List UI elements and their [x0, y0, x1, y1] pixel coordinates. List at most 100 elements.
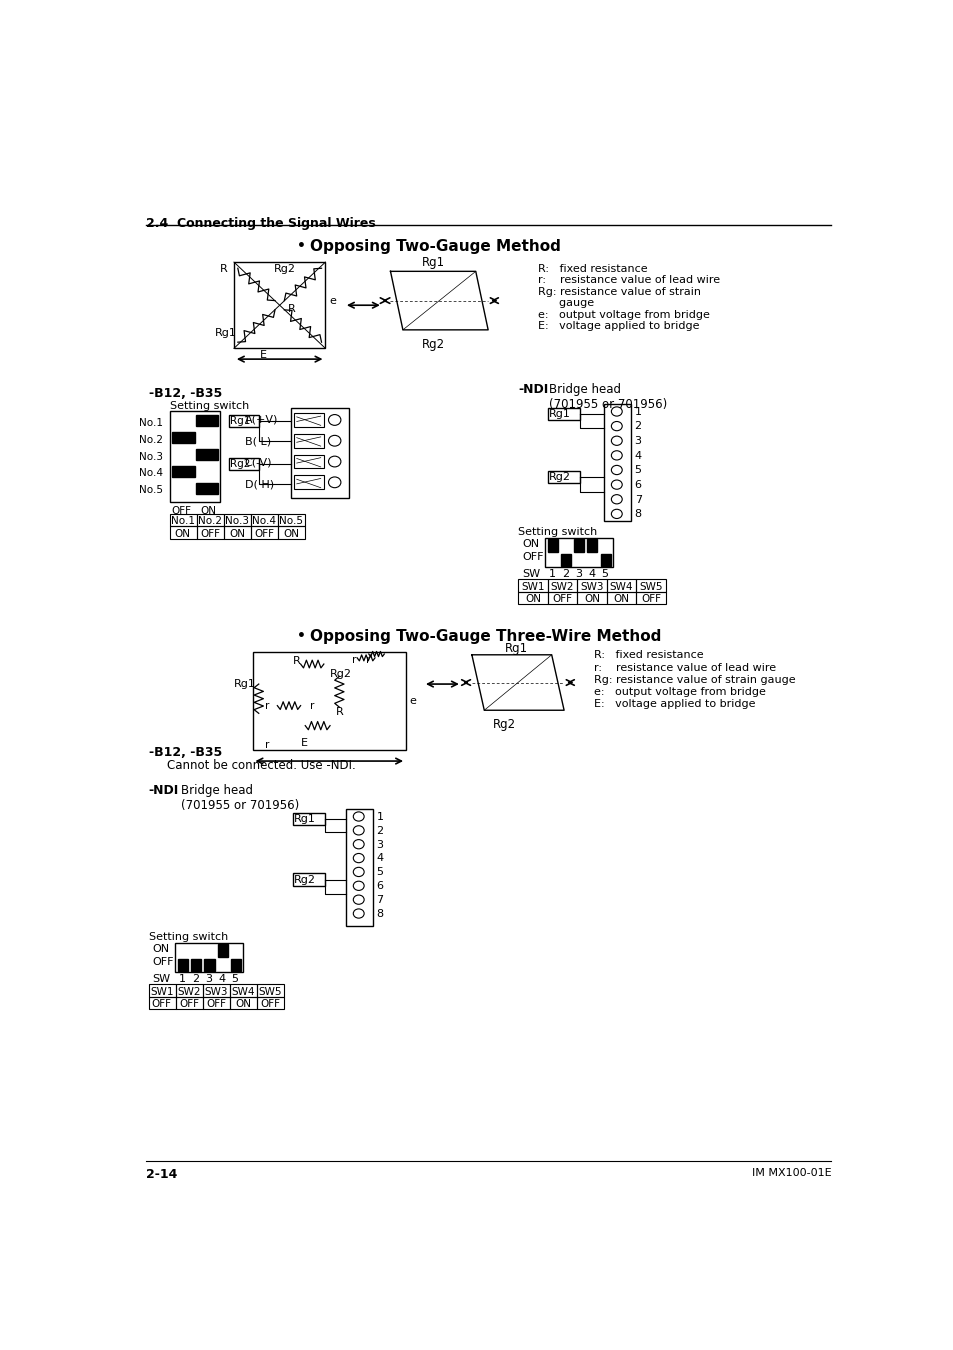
Text: Bridge head
(701955 or 701956): Bridge head (701955 or 701956) — [549, 383, 667, 410]
Bar — [294, 413, 323, 427]
Bar — [231, 958, 241, 971]
Bar — [278, 526, 305, 539]
Text: OFF: OFF — [152, 957, 173, 968]
Text: 2-14: 2-14 — [146, 1168, 177, 1181]
Text: No.5: No.5 — [138, 486, 162, 495]
Text: 5: 5 — [600, 568, 608, 579]
Bar — [574, 539, 583, 552]
Text: R: R — [335, 707, 344, 717]
Text: SW: SW — [521, 568, 539, 579]
Bar — [170, 412, 220, 502]
Text: OFF: OFF — [260, 999, 280, 1008]
Bar — [192, 958, 201, 971]
Bar — [636, 579, 665, 591]
Bar — [294, 455, 323, 468]
Text: 1: 1 — [376, 811, 383, 822]
Text: gauge: gauge — [537, 298, 594, 308]
Bar — [203, 984, 230, 996]
Bar — [294, 475, 323, 489]
Bar — [217, 944, 228, 957]
Text: 5: 5 — [376, 867, 383, 878]
Text: ON: ON — [583, 594, 599, 603]
Text: 3: 3 — [634, 436, 641, 446]
Text: Rg2: Rg2 — [548, 472, 570, 482]
Text: No.2: No.2 — [138, 435, 162, 444]
Text: OFF: OFF — [179, 999, 199, 1008]
Bar — [577, 579, 606, 591]
Bar — [203, 996, 230, 1008]
Text: SW1: SW1 — [520, 582, 544, 591]
Bar — [196, 526, 224, 539]
Text: OFF: OFF — [200, 528, 220, 539]
Bar — [204, 958, 214, 971]
Text: r: r — [265, 740, 269, 749]
Bar — [257, 984, 284, 996]
Text: SW4: SW4 — [232, 987, 254, 996]
Bar — [178, 958, 188, 971]
Bar — [606, 579, 636, 591]
Text: 3: 3 — [575, 568, 581, 579]
Bar — [547, 471, 579, 483]
Text: 1: 1 — [548, 568, 555, 579]
Text: 8: 8 — [634, 509, 641, 520]
Text: -B12, -B35: -B12, -B35 — [149, 745, 222, 759]
Bar — [195, 483, 217, 494]
Bar — [224, 526, 251, 539]
Text: Rg2: Rg2 — [294, 875, 315, 886]
Text: Rg1: Rg1 — [215, 328, 237, 339]
Bar — [229, 458, 258, 470]
Text: No.2: No.2 — [197, 516, 222, 526]
Text: Setting switch: Setting switch — [149, 931, 228, 942]
Bar — [233, 262, 325, 348]
Text: 3: 3 — [205, 973, 213, 984]
Text: R:   fixed resistance: R: fixed resistance — [593, 651, 702, 660]
Bar — [293, 873, 325, 886]
Text: Rg1: Rg1 — [505, 643, 528, 656]
Text: R: R — [220, 263, 228, 274]
Text: A(+V): A(+V) — [245, 414, 278, 424]
Text: e: e — [329, 296, 335, 306]
Text: 7: 7 — [634, 494, 641, 505]
Text: Rg2: Rg2 — [330, 668, 352, 679]
Text: ON: ON — [235, 999, 251, 1008]
Text: Opposing Two-Gauge Three-Wire Method: Opposing Two-Gauge Three-Wire Method — [310, 629, 660, 644]
Bar — [603, 404, 630, 521]
Text: Rg1: Rg1 — [548, 409, 570, 418]
Text: 4: 4 — [376, 853, 383, 864]
Bar — [195, 450, 217, 460]
Text: IM MX100-01E: IM MX100-01E — [751, 1168, 831, 1177]
Text: 4: 4 — [634, 451, 641, 460]
Text: e:   output voltage from bridge: e: output voltage from bridge — [537, 310, 709, 320]
Text: 7: 7 — [376, 895, 383, 905]
Bar — [278, 514, 305, 526]
Text: ON: ON — [152, 944, 170, 954]
Text: -B12, -B35: -B12, -B35 — [149, 387, 222, 400]
Text: OFF: OFF — [253, 528, 274, 539]
Text: Setting switch: Setting switch — [170, 401, 249, 410]
Bar — [345, 809, 373, 926]
Text: SW2: SW2 — [550, 582, 574, 591]
Text: •: • — [297, 239, 306, 252]
Text: R: R — [288, 304, 295, 313]
Text: Opposing Two-Gauge Method: Opposing Two-Gauge Method — [310, 239, 560, 254]
Text: 6: 6 — [376, 882, 383, 891]
Text: SW2: SW2 — [177, 987, 200, 996]
Text: ON: ON — [200, 506, 216, 516]
Text: -NDI: -NDI — [517, 383, 548, 396]
Bar — [547, 591, 577, 603]
Text: C(-V): C(-V) — [245, 458, 272, 467]
Text: SW3: SW3 — [204, 987, 228, 996]
Text: -NDI: -NDI — [149, 784, 179, 796]
Bar — [174, 942, 243, 972]
Bar — [149, 996, 175, 1008]
Bar — [172, 432, 195, 443]
Text: Rg1: Rg1 — [233, 679, 255, 688]
Bar — [547, 408, 579, 420]
Bar — [294, 433, 323, 448]
Bar — [577, 591, 606, 603]
Bar — [253, 652, 406, 751]
Text: 5: 5 — [232, 973, 238, 984]
Text: 2: 2 — [561, 568, 568, 579]
Bar — [517, 591, 547, 603]
Text: No.5: No.5 — [279, 516, 303, 526]
